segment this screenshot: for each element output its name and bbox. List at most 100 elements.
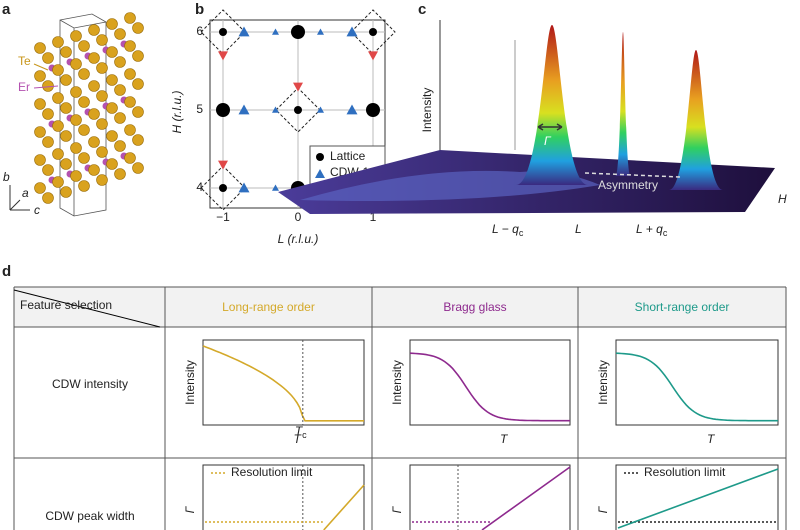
- te-atom: [106, 74, 118, 86]
- te-atom: [60, 158, 72, 170]
- te-atom: [132, 50, 144, 62]
- corner-label: Feature selection: [20, 298, 112, 312]
- l-plus-label-sub: c: [663, 228, 668, 238]
- intensity-curve: [409, 352, 570, 422]
- te-atom: [124, 68, 136, 80]
- te-atom: [114, 140, 126, 152]
- mini-y-label: Γ: [390, 505, 404, 513]
- mini-x-label: T: [294, 432, 303, 446]
- te-atom: [132, 162, 144, 174]
- te-atom: [114, 56, 126, 68]
- l-minus-label-main: L − q: [492, 222, 519, 236]
- te-atom: [88, 108, 100, 120]
- mini-y-label: Γ: [596, 505, 610, 513]
- te-atom: [52, 176, 64, 188]
- y-tick-label: 5: [196, 102, 203, 116]
- te-atom: [34, 182, 46, 194]
- lattice-point: [216, 103, 230, 117]
- lattice-point: [291, 25, 305, 39]
- te-atom: [60, 130, 72, 142]
- l-label: L: [575, 222, 582, 236]
- te-atom: [70, 30, 82, 42]
- te-atom: [106, 130, 118, 142]
- te-atom: [70, 142, 82, 154]
- te-atom: [114, 112, 126, 124]
- te-atom: [42, 136, 54, 148]
- x-tick-label: −1: [216, 210, 230, 224]
- crystal-axes: [9, 185, 30, 211]
- cdw1-marker: [238, 26, 250, 37]
- l-minus-label-sub: c: [519, 228, 524, 238]
- mini-frame: [409, 464, 571, 530]
- er-pointer: [33, 85, 59, 89]
- te-atom: [114, 168, 126, 180]
- te-atom: [78, 96, 90, 108]
- legend-entry: Resolution limit: [231, 465, 313, 479]
- te-atom: [88, 52, 100, 64]
- panel-label: b: [195, 1, 204, 18]
- te-atom: [124, 124, 136, 136]
- te-pointer: [33, 63, 49, 71]
- column-header: Short-range order: [635, 300, 730, 314]
- corner-diagonal: [13, 289, 161, 328]
- cdw2-marker: [293, 82, 303, 92]
- x-tick-label: 0: [295, 210, 302, 224]
- mini-y-label: Intensity: [183, 360, 197, 405]
- te-atom: [34, 98, 46, 110]
- tc-label-main: T: [295, 424, 304, 438]
- te-atom: [70, 58, 82, 70]
- te-atom: [106, 158, 118, 170]
- l-plus-label: L + qc: [636, 222, 668, 238]
- te-atom: [60, 46, 72, 58]
- peak-left: [516, 25, 588, 185]
- cdw1-marker: [317, 106, 324, 113]
- column-header: Long-range order: [222, 300, 315, 314]
- te-atom: [78, 180, 90, 192]
- legend-entry: Lattice: [330, 149, 366, 163]
- mini-x-label: T: [500, 432, 509, 446]
- cdw1-marker: [272, 106, 279, 113]
- te-atom: [96, 174, 108, 186]
- te-atom: [70, 86, 82, 98]
- te-atom: [34, 42, 46, 54]
- asymmetry-label: Asymmetry: [598, 178, 658, 192]
- mini-frame: [409, 339, 571, 426]
- te-atom: [52, 64, 64, 76]
- lattice-point: [369, 28, 377, 36]
- te-atom: [42, 52, 54, 64]
- axis-c: c: [34, 203, 40, 217]
- panel-label: d: [2, 263, 11, 280]
- te-atom: [132, 78, 144, 90]
- lattice-point: [219, 28, 227, 36]
- te-atom: [96, 34, 108, 46]
- intensity-curve: [202, 345, 364, 422]
- te-atom: [114, 28, 126, 40]
- x-tick-label: 1: [370, 210, 377, 224]
- width-line: [323, 484, 365, 530]
- te-atom: [106, 102, 118, 114]
- te-atom: [34, 154, 46, 166]
- te-atom: [34, 126, 46, 138]
- te-atom: [70, 170, 82, 182]
- te-atom: [106, 46, 118, 58]
- te-atom: [60, 102, 72, 114]
- l-plus-label-main: L + q: [636, 222, 663, 236]
- intensity-curve: [615, 352, 778, 422]
- te-atom: [132, 134, 144, 146]
- te-atom: [96, 146, 108, 158]
- cdw1-marker: [272, 28, 279, 35]
- panel-label: c: [418, 1, 426, 18]
- te-atom: [124, 152, 136, 164]
- cdw1-marker: [238, 182, 250, 193]
- te-atom: [88, 164, 100, 176]
- te-atom: [52, 120, 64, 132]
- axis-a: a: [22, 186, 29, 200]
- te-atom: [88, 136, 100, 148]
- te-atom: [42, 80, 54, 92]
- te-atom: [52, 92, 64, 104]
- mini-y-label: Intensity: [390, 360, 404, 405]
- gamma-arrow: [537, 123, 563, 131]
- te-atom: [60, 74, 72, 86]
